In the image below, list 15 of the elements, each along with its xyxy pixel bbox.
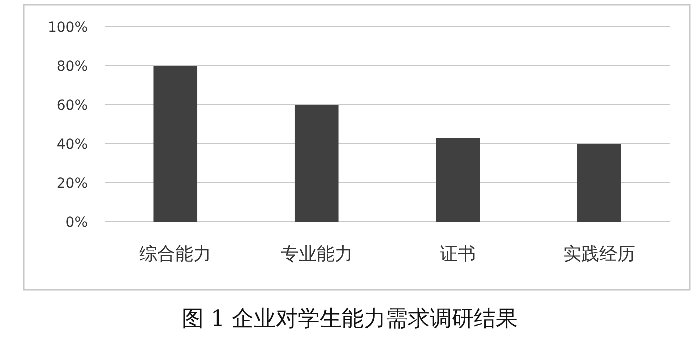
- x-tick-label: 专业能力: [280, 244, 353, 265]
- text: 图 1 企业对学生能力需求调研结果: [182, 307, 518, 332]
- x-tick-label: 证书: [440, 244, 476, 265]
- y-tick-label: 60%: [56, 98, 88, 114]
- y-tick-label: 20%: [56, 176, 88, 192]
- bar: [154, 66, 198, 222]
- x-tick-label: 综合能力: [140, 244, 212, 265]
- bar: [577, 144, 622, 222]
- y-tick-label: 0%: [66, 214, 88, 231]
- bar: [436, 138, 480, 222]
- y-tick-label: 40%: [56, 136, 88, 153]
- bar: [294, 105, 339, 222]
- y-tick-label: 100%: [48, 20, 88, 36]
- y-tick-label: 80%: [56, 58, 88, 75]
- x-tick-label: 实践经历: [563, 244, 636, 265]
